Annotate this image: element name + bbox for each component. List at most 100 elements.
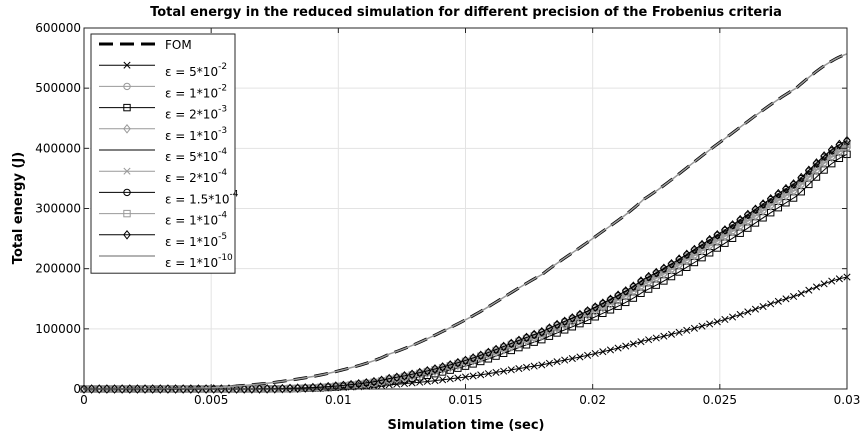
legend-entry: ε = 1*10-2	[99, 82, 227, 100]
series-line	[83, 53, 848, 390]
series-marker	[423, 377, 431, 386]
series-marker	[789, 179, 798, 189]
series-marker	[667, 330, 676, 338]
series-marker	[553, 319, 561, 330]
y-tick-label: 100000	[35, 322, 81, 336]
series-10	[83, 53, 848, 390]
legend-label: ε = 5*10-4	[165, 147, 227, 164]
series-marker	[362, 378, 371, 388]
legend-label-exponent: -2	[218, 62, 227, 72]
series-marker	[438, 368, 447, 376]
legend-label: ε = 1*10-10	[165, 253, 233, 270]
legend-marker	[123, 82, 131, 91]
series-marker	[118, 384, 126, 394]
series-marker	[645, 336, 653, 344]
series-marker	[637, 338, 645, 346]
series-marker	[484, 347, 493, 358]
legend: FOM ε = 5*10-2 ε = 1*10-2 ε = 2*10-3 ε = 1*1…	[90, 33, 239, 274]
series-marker	[477, 371, 485, 379]
series-marker	[522, 332, 531, 343]
series-marker	[812, 173, 821, 181]
x-tick-label: 0	[80, 393, 88, 407]
series-marker	[415, 367, 424, 378]
series-marker	[675, 254, 683, 264]
series-marker	[255, 384, 264, 394]
series-marker	[782, 183, 790, 194]
series-marker	[690, 244, 699, 255]
series-marker	[629, 281, 638, 292]
legend-label: ε = 2*10-4	[165, 168, 227, 185]
y-tick-label: 400000	[35, 141, 81, 155]
legend-entry: ε = 5*10-2	[99, 61, 227, 79]
series-marker	[248, 384, 256, 394]
series-marker	[774, 297, 782, 305]
series-marker	[553, 358, 561, 366]
legend-label-exponent: -4	[218, 168, 227, 178]
axes: 0 0.005 0.01 0.015 0.02 0.025 0.03 0 100000 20000…	[35, 21, 860, 407]
y-tick-label: 0	[73, 382, 81, 396]
series-marker	[622, 298, 630, 307]
series-marker	[706, 320, 714, 328]
series-marker	[682, 249, 691, 260]
series-marker	[820, 166, 828, 174]
series-marker	[148, 384, 157, 394]
series-marker	[95, 384, 104, 394]
legend-label: ε = 2*10-3	[165, 105, 227, 122]
series-marker	[622, 342, 630, 350]
series-marker	[751, 305, 759, 313]
series-marker	[583, 306, 592, 316]
legend-label-exponent: -3	[218, 105, 227, 115]
series-marker	[652, 334, 660, 342]
legend-entry: ε = 5*10-4	[99, 147, 227, 164]
series-marker	[721, 315, 729, 324]
series-marker	[446, 360, 455, 370]
legend-marker	[123, 123, 131, 134]
series-marker	[629, 340, 637, 348]
x-tick-label: 0.02	[579, 393, 606, 407]
series-marker	[584, 351, 592, 359]
series-marker	[492, 368, 500, 376]
series-marker	[125, 384, 134, 394]
series-marker	[423, 366, 432, 376]
legend-entry: ε = 1*10-5	[99, 229, 227, 249]
series-9	[80, 135, 851, 394]
series-marker	[492, 344, 500, 355]
series-marker	[385, 373, 394, 384]
legend-marker	[123, 167, 131, 175]
legend-label-exponent: -2	[218, 83, 227, 93]
y-tick-label: 600000	[35, 21, 81, 35]
series-marker	[538, 361, 546, 369]
series-marker	[400, 380, 409, 388]
series-marker	[805, 165, 813, 176]
series-layer	[80, 52, 851, 394]
series-marker	[736, 310, 744, 319]
series-marker	[614, 290, 622, 300]
series-marker	[751, 204, 760, 215]
series-marker	[652, 267, 661, 278]
series-marker	[293, 383, 302, 393]
x-tick-label: 0.03	[834, 393, 861, 407]
series-marker	[828, 159, 836, 168]
series-marker	[560, 326, 569, 334]
series-marker	[736, 214, 745, 225]
legend-label: FOM	[165, 38, 192, 52]
series-marker	[438, 362, 447, 372]
legend-label: ε = 1*10-5	[165, 232, 227, 249]
series-marker	[660, 332, 668, 340]
series-marker	[812, 283, 821, 291]
legend-entry: ε = 2*10-4	[99, 167, 227, 185]
series-marker	[568, 316, 576, 324]
legend-marker	[123, 188, 131, 197]
legend-box	[90, 33, 236, 274]
series-marker	[599, 309, 607, 318]
series-marker	[591, 349, 599, 358]
series-marker	[606, 294, 615, 305]
series-marker	[705, 234, 714, 245]
series-marker	[606, 306, 615, 314]
series-marker	[377, 375, 386, 386]
y-axis-label: Total energy (J)	[11, 152, 26, 264]
series-marker	[171, 384, 180, 394]
series-marker	[439, 376, 447, 384]
legend-marker	[123, 209, 131, 218]
x-axis-label: Simulation time (sec)	[388, 418, 545, 433]
